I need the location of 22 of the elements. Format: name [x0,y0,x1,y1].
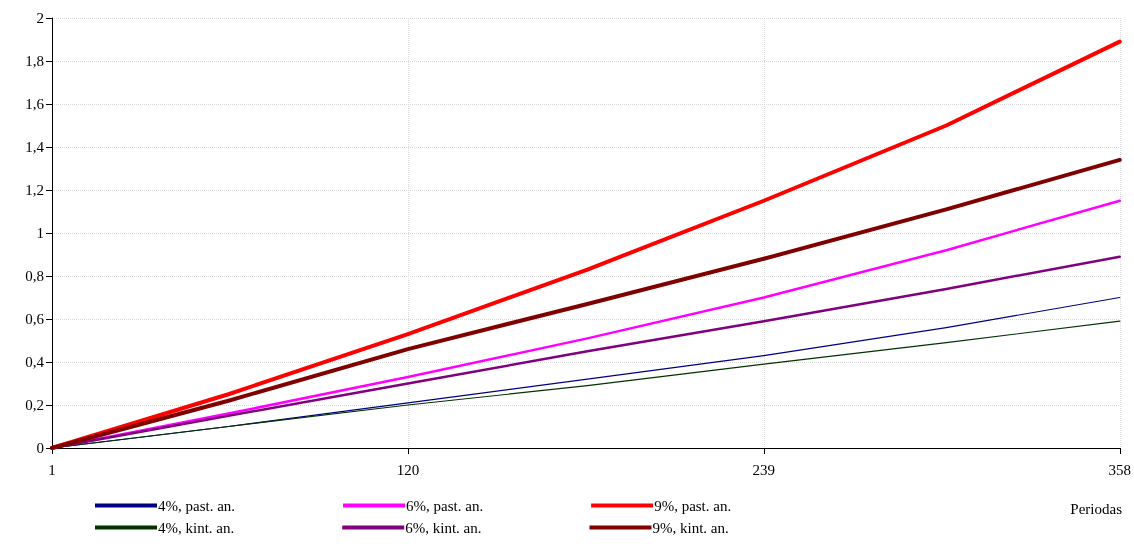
legend-label: 9%, kint. an. [652,519,729,536]
x-tick-label: 358 [1108,461,1131,478]
legend-label: 4%, past. an. [158,497,236,514]
y-tick-label: 1,4 [25,139,45,155]
y-tick-label: 1,8 [25,53,44,69]
y-tick-label: 2 [36,10,44,26]
y-tick-label: 1,6 [25,96,45,112]
y-tick-label: 1,2 [25,182,44,198]
y-tick-label: 0,6 [25,311,45,327]
y-tick-label: 0,8 [25,268,44,284]
x-tick-label: 120 [396,461,420,478]
y-tick-label: 0 [36,440,44,456]
x-axis-title: Periodas [1070,500,1123,517]
x-tick-label: 239 [752,461,776,478]
legend-label: 6%, kint. an. [405,519,482,536]
x-tick-label: 1 [48,461,56,478]
y-tick-label: 1 [36,225,44,241]
legend-label: 4%, kint. an. [158,519,235,536]
legend-label: 6%, past. an. [406,497,484,514]
y-tick-label: 0,2 [25,397,44,413]
legend-label: 9%, past. an. [654,497,732,514]
y-tick-label: 0,4 [25,354,45,370]
